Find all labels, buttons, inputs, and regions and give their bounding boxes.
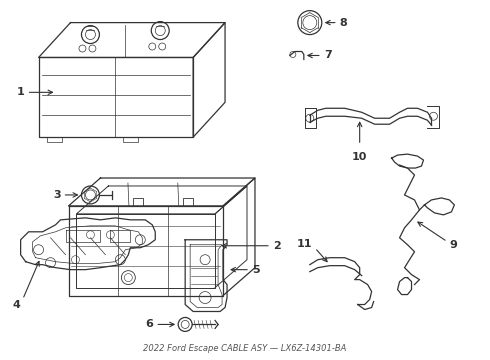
- Text: 5: 5: [252, 265, 260, 275]
- Text: 1: 1: [17, 87, 24, 97]
- Text: 3: 3: [53, 190, 61, 200]
- Text: 6: 6: [146, 319, 153, 329]
- Text: 10: 10: [352, 152, 368, 162]
- Text: 8: 8: [340, 18, 347, 28]
- Text: 2: 2: [273, 241, 281, 251]
- Text: 7: 7: [324, 50, 332, 60]
- Text: 9: 9: [449, 240, 457, 250]
- Text: 2022 Ford Escape CABLE ASY — LX6Z-14301-BA: 2022 Ford Escape CABLE ASY — LX6Z-14301-…: [143, 344, 347, 353]
- Text: 4: 4: [13, 300, 21, 310]
- Text: 11: 11: [296, 239, 312, 249]
